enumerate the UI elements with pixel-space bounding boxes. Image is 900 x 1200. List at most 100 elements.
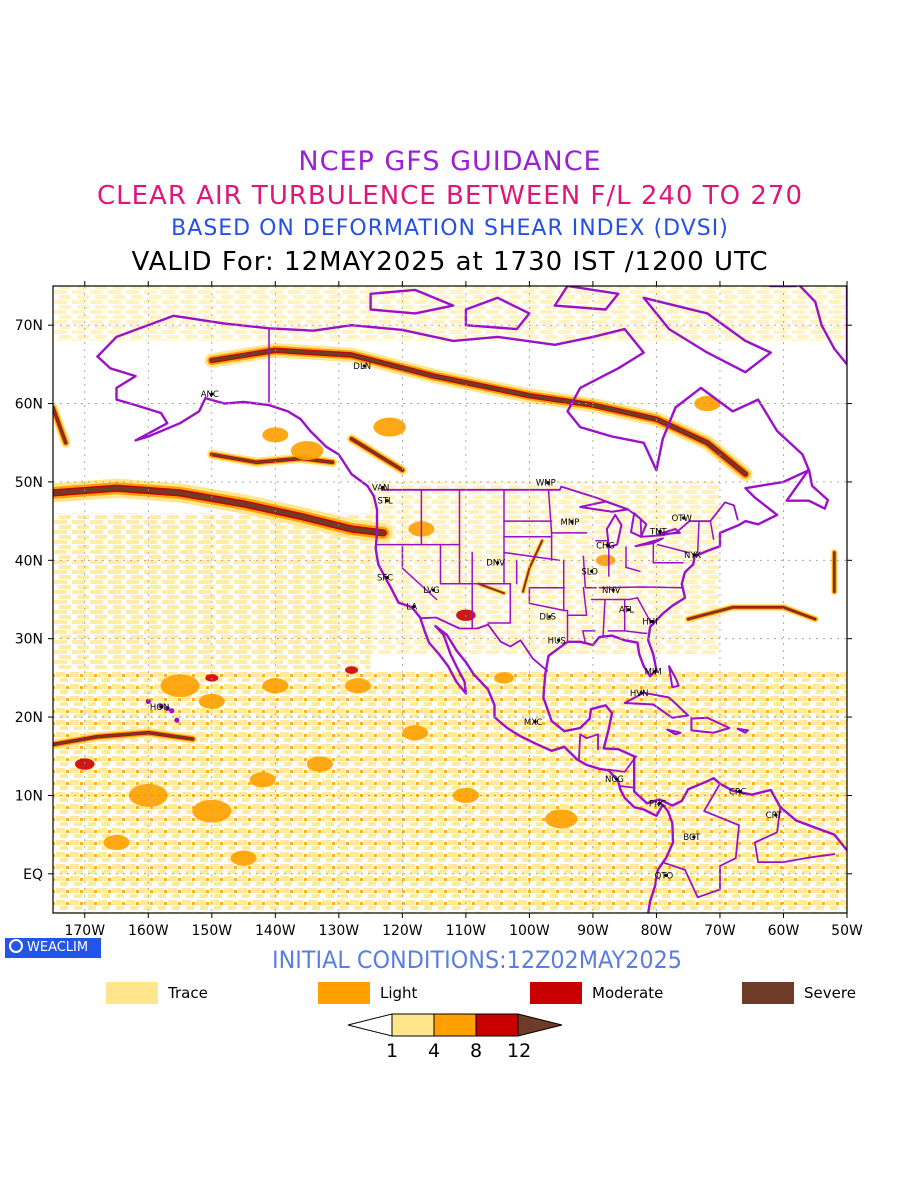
coast-arctic-island <box>464 296 531 331</box>
station-marker <box>692 553 697 557</box>
colorbar-label-4: 4 <box>428 1040 441 1062</box>
legend-swatch <box>106 982 158 1004</box>
brand-name: WEACLIM <box>27 940 89 955</box>
station-label: BGT <box>683 833 701 843</box>
border-us-state <box>636 597 652 623</box>
station-marker <box>738 789 742 794</box>
border-guianas <box>754 806 836 863</box>
coast-arctic-island <box>553 286 620 311</box>
station-marker <box>431 588 436 592</box>
jet-aleutian <box>53 402 71 448</box>
station-label: NHV <box>602 586 621 596</box>
station-label: HVN <box>630 689 649 699</box>
lon-label: 160W <box>128 923 169 939</box>
legend-swatch <box>318 982 370 1004</box>
jet-plains <box>520 538 545 595</box>
station-marker <box>605 543 610 548</box>
station-label: DLN <box>353 362 371 372</box>
lon-label: 90W <box>577 923 609 939</box>
lat-label: 70N <box>15 318 43 334</box>
trace-area-pacific <box>53 513 371 671</box>
station-label: MIM <box>645 668 662 678</box>
station-label: HUS <box>548 636 566 646</box>
border-us-state <box>623 630 648 634</box>
colorbar-high-arrow <box>517 1013 563 1037</box>
turbulence-blob <box>452 787 479 804</box>
legend-label: Trace <box>168 984 208 1002</box>
station-label: STL <box>377 497 393 507</box>
lon-label: 60W <box>768 923 800 939</box>
border-us-state <box>604 597 639 601</box>
station-marker <box>658 529 662 533</box>
lon-label: 70W <box>704 923 736 939</box>
coast-caribbean-island <box>668 665 680 689</box>
title-model: NCEP GFS GUIDANCE <box>298 146 602 177</box>
station-label: CRC <box>729 788 746 798</box>
trace-area-arctic <box>53 286 847 341</box>
border-us-state <box>566 586 588 616</box>
lon-label: 110W <box>446 923 487 939</box>
station-label: NCG <box>605 775 624 785</box>
band-severe <box>687 606 817 620</box>
station-marker <box>548 615 552 619</box>
border-us-state <box>709 520 715 540</box>
station-label: WNP <box>536 479 556 489</box>
legend-label: Moderate <box>592 984 664 1002</box>
border-us-state <box>582 555 597 589</box>
colorbar-light <box>433 1013 477 1037</box>
colorbar-moderate <box>475 1013 519 1037</box>
lat-label: 40N <box>15 553 43 569</box>
turbulence-blob <box>544 809 578 829</box>
coast-north-america-east <box>96 314 847 852</box>
station-marker <box>533 720 537 724</box>
coast-hawaii-island <box>145 698 151 704</box>
colorbar-low-arrow <box>347 1013 393 1037</box>
legend-swatch <box>530 982 582 1004</box>
station-marker <box>160 705 164 709</box>
band-severe <box>210 348 748 476</box>
title-product: CLEAR AIR TURBULENCE BETWEEN F/L 240 TO … <box>96 181 804 211</box>
station-marker <box>385 499 389 503</box>
brand-badge: WEACLIM <box>5 938 101 958</box>
station-label: SFC <box>377 574 393 584</box>
lon-label: 100W <box>509 923 550 939</box>
border-guatemala <box>578 733 599 762</box>
station-marker <box>658 801 662 805</box>
station-label: ANC <box>201 390 219 400</box>
lon-label: 120W <box>382 923 423 939</box>
band-severe <box>478 583 505 594</box>
station-label: HHI <box>642 617 657 627</box>
station-label: DNV <box>486 559 505 569</box>
colorbar-trace <box>391 1013 435 1037</box>
border-us-state <box>625 566 641 573</box>
jet-subtropical <box>53 727 198 750</box>
station-marker <box>774 813 778 817</box>
border-us-state <box>602 598 606 637</box>
station-marker <box>496 561 500 565</box>
coast-arctic-island <box>642 296 772 374</box>
band-severe <box>53 406 67 444</box>
station-label: ATL <box>619 606 634 616</box>
border-us-state <box>528 586 566 612</box>
station-marker <box>626 608 631 612</box>
turbulence-blob <box>373 417 406 437</box>
border-us-state <box>598 586 684 589</box>
lat-label: 50N <box>15 475 43 491</box>
lat-label: 10N <box>15 788 43 804</box>
station-labels: ANC DLN VAN STL WNP MNP TNT OTW CHG NYK DNV SFC SLO L… <box>150 362 783 881</box>
coast-caribbean-island <box>736 727 749 734</box>
coast-caribbean-island <box>623 691 690 719</box>
trace-area-tropics <box>53 670 847 913</box>
lon-label: 50W <box>831 923 863 939</box>
turbulence-blob <box>290 441 324 461</box>
station-marker <box>653 670 657 674</box>
coast-great-lake <box>630 512 648 538</box>
colorbar <box>347 1013 563 1037</box>
border-us-state <box>652 543 684 564</box>
station-marker <box>557 638 561 642</box>
turbulence-blob <box>344 678 371 694</box>
turbulence-blob <box>75 758 95 770</box>
legend-swatch <box>742 982 794 1004</box>
station-label: PNC <box>649 799 666 809</box>
coast-caribbean-island <box>690 716 731 734</box>
